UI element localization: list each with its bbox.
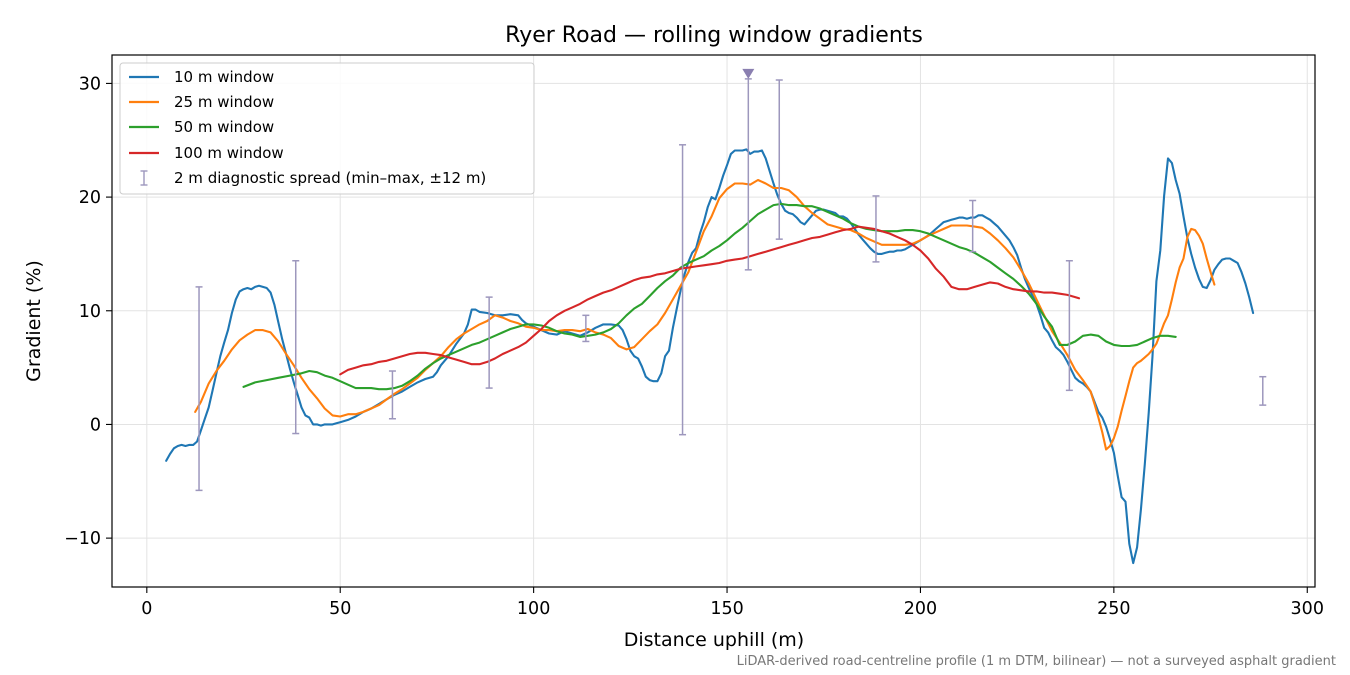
axis-ticks: 0 50 100 150 200 250 300 −10 0 10 20 30	[64, 74, 1324, 619]
error-bar	[292, 260, 300, 435]
error-bar	[485, 296, 493, 389]
x-tick-label: 100	[517, 599, 550, 619]
legend-label-50m: 50 m window	[174, 118, 274, 136]
error-bar	[195, 286, 203, 492]
plot-frame	[111, 54, 1316, 588]
footnote: LiDAR-derived road-centreline profile (1…	[737, 654, 1336, 669]
series-line-3	[242, 202, 1177, 391]
x-tick-label: 50	[329, 599, 351, 619]
series-lines	[165, 148, 1255, 565]
y-tick-label: 30	[79, 74, 101, 94]
error-bar	[1065, 260, 1073, 392]
x-tick-label: 300	[1291, 599, 1324, 619]
error-bar	[679, 144, 687, 436]
y-tick-label: 0	[90, 415, 101, 435]
error-bar	[582, 314, 590, 343]
series-line-4	[339, 225, 1081, 376]
legend: 10 m window 25 m window 50 m window 100 …	[119, 62, 535, 195]
y-tick-label: 10	[79, 302, 101, 322]
legend-box	[119, 62, 535, 195]
legend-label-10m: 10 m window	[174, 68, 274, 86]
legend-swatch-errorbar	[140, 170, 148, 186]
x-tick-label: 0	[141, 599, 152, 619]
error-bar	[1259, 375, 1267, 406]
error-bar	[744, 78, 752, 271]
y-axis-label: Gradient (%)	[23, 260, 45, 382]
error-bars	[195, 68, 1267, 492]
error-bar	[969, 199, 977, 253]
series-line-2	[194, 178, 1216, 451]
series-line-1	[165, 148, 1255, 565]
legend-label-errorbar: 2 m diagnostic spread (min–max, ±12 m)	[174, 169, 486, 187]
y-tick-label: 20	[79, 188, 101, 208]
error-bar	[388, 370, 396, 420]
x-axis-label: Distance uphill (m)	[624, 629, 804, 651]
x-tick-label: 250	[1097, 599, 1130, 619]
error-bar	[775, 79, 783, 240]
y-tick-label: −10	[64, 529, 101, 549]
legend-label-100m: 100 m window	[174, 144, 284, 162]
legend-label-25m: 25 m window	[174, 93, 274, 111]
chart-title: Ryer Road — rolling window gradients	[505, 23, 923, 48]
x-tick-label: 200	[904, 599, 937, 619]
x-tick-label: 150	[710, 599, 743, 619]
error-bar	[872, 195, 880, 263]
clipped-bar-marker	[742, 68, 755, 79]
